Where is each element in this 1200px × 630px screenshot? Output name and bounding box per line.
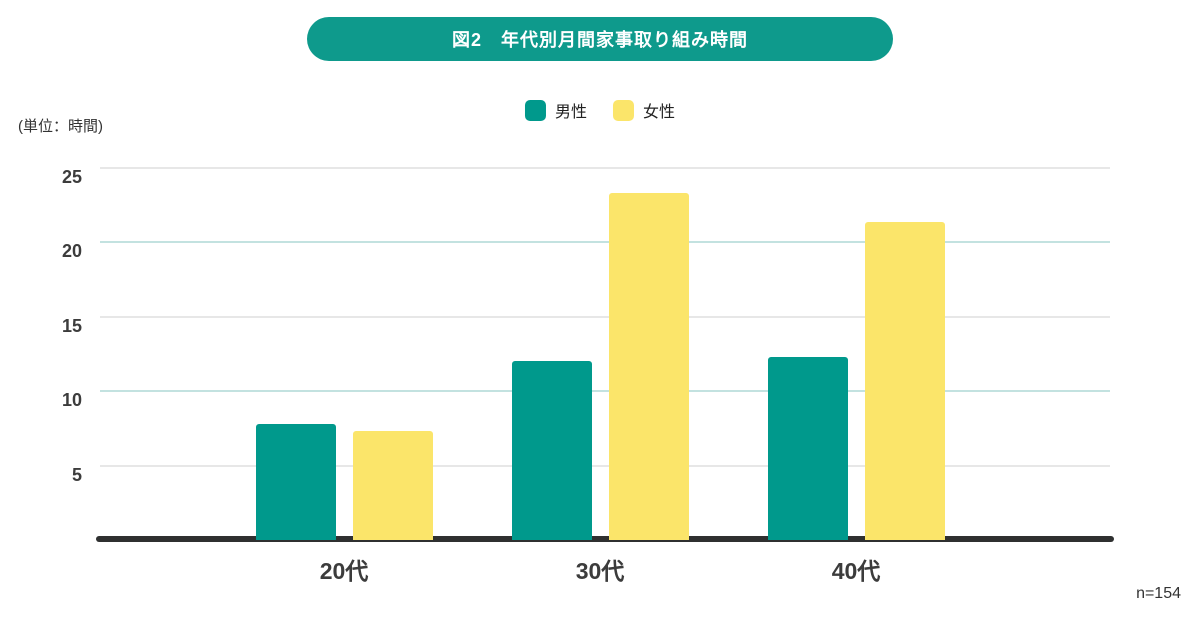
- legend-item-男性: 男性: [524, 98, 587, 122]
- legend-label: 男性: [554, 104, 587, 121]
- legend-label: 女性: [643, 104, 676, 121]
- bar-group-40代: [767, 168, 945, 540]
- bar-男性-40代: [767, 356, 848, 540]
- bar-女性-40代: [864, 221, 945, 540]
- bar-group-30代: [511, 168, 689, 540]
- gridline-10: [100, 390, 1110, 393]
- legend-swatch: [524, 99, 546, 121]
- x-axis-label-30代: 30代: [575, 558, 625, 584]
- legend-item-女性: 女性: [613, 98, 675, 122]
- y-tick-label: 15: [61, 315, 82, 336]
- x-axis-line: [96, 536, 1114, 542]
- y-tick-label: 5: [71, 464, 82, 485]
- sample-size-note: n=154: [1136, 585, 1181, 602]
- gridline-20: [100, 241, 1110, 244]
- y-tick-label: 25: [61, 167, 82, 187]
- chart-title-pill: 図2 年代別月間家事取り組み時間: [307, 17, 893, 61]
- y-axis-unit-label: (単位：時間): [18, 118, 103, 135]
- y-tick-label: 10: [61, 390, 82, 411]
- bar-男性-20代: [255, 423, 336, 540]
- x-axis-label-20代: 20代: [319, 558, 369, 584]
- bar-男性-30代: [511, 361, 592, 540]
- bar-chart-plot-area: 5 10 15 20 25: [62, 167, 1114, 542]
- legend: 男性 女性: [524, 98, 675, 122]
- bar-女性-20代: [352, 431, 433, 540]
- y-tick-label: 20: [61, 241, 82, 262]
- gridline-5: [100, 464, 1110, 467]
- gridline-15: [100, 315, 1110, 318]
- gridline-25: [100, 167, 1110, 169]
- x-axis-label-40代: 40代: [831, 558, 881, 584]
- chart-title: 図2 年代別月間家事取り組み時間: [451, 30, 748, 50]
- bar-group-20代: [255, 168, 433, 540]
- legend-swatch: [613, 99, 634, 121]
- bar-女性-30代: [608, 193, 689, 540]
